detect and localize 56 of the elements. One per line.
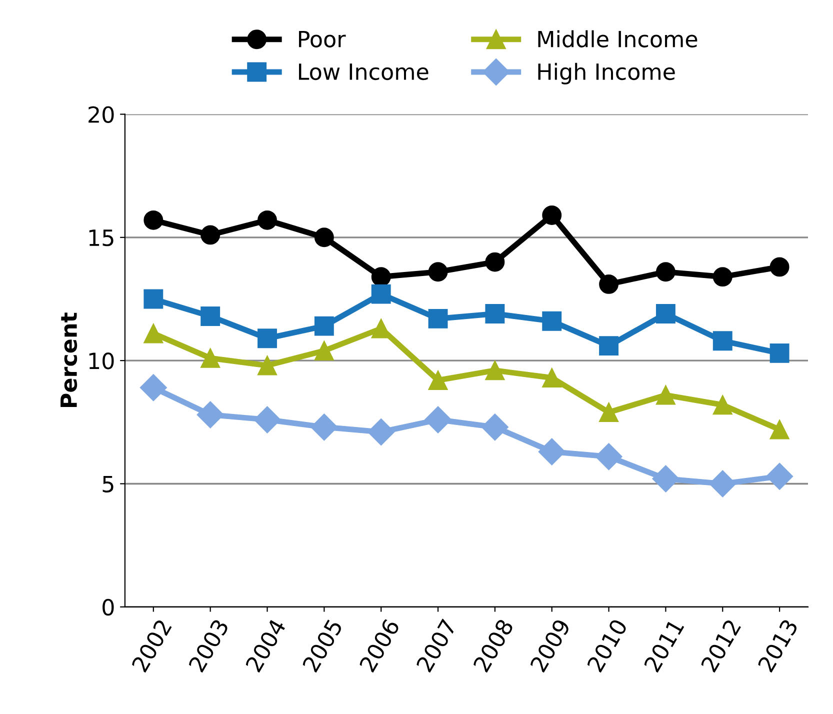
point [424, 406, 452, 434]
point [485, 252, 505, 272]
point [428, 308, 448, 328]
point [371, 284, 391, 304]
point [770, 343, 790, 363]
point [542, 206, 562, 225]
point [599, 336, 619, 356]
point [599, 402, 619, 422]
point [538, 438, 566, 466]
legend-label: High Income [538, 62, 675, 84]
point [485, 360, 505, 380]
point [368, 418, 395, 446]
point [599, 274, 619, 294]
y-tick-label: 0 [102, 598, 114, 616]
point [314, 316, 334, 336]
point [485, 304, 505, 324]
legend-label: Poor [299, 30, 346, 48]
legend-label: Middle Income [538, 30, 698, 48]
point [258, 356, 277, 376]
y-tick-label: 10 [89, 352, 114, 370]
point [310, 414, 338, 441]
point [656, 262, 676, 282]
point [712, 267, 732, 287]
y-axis-title: Percent [60, 312, 78, 408]
point [770, 420, 790, 440]
point [712, 331, 732, 351]
point [542, 368, 562, 388]
point [144, 324, 164, 344]
point [542, 311, 562, 331]
point [144, 210, 164, 230]
point [140, 374, 167, 402]
y-tick-label: 5 [102, 476, 114, 492]
legend-label: Low Income [299, 64, 428, 80]
point [254, 406, 281, 434]
point [314, 340, 334, 360]
point [481, 414, 508, 441]
point [712, 395, 732, 415]
point [200, 225, 220, 245]
point [428, 262, 448, 282]
point [770, 257, 790, 277]
point [709, 470, 736, 498]
point [766, 462, 794, 490]
point [652, 465, 680, 492]
point [200, 348, 220, 368]
point [656, 304, 676, 324]
point [200, 306, 220, 326]
y-tick-label: 20 [88, 106, 114, 123]
point [595, 443, 622, 470]
y-tick-label: 15 [89, 230, 114, 246]
point [656, 385, 676, 405]
point [196, 401, 224, 428]
point [258, 328, 277, 348]
point [144, 289, 164, 309]
point [428, 370, 448, 390]
point [258, 210, 277, 230]
point [314, 228, 334, 248]
